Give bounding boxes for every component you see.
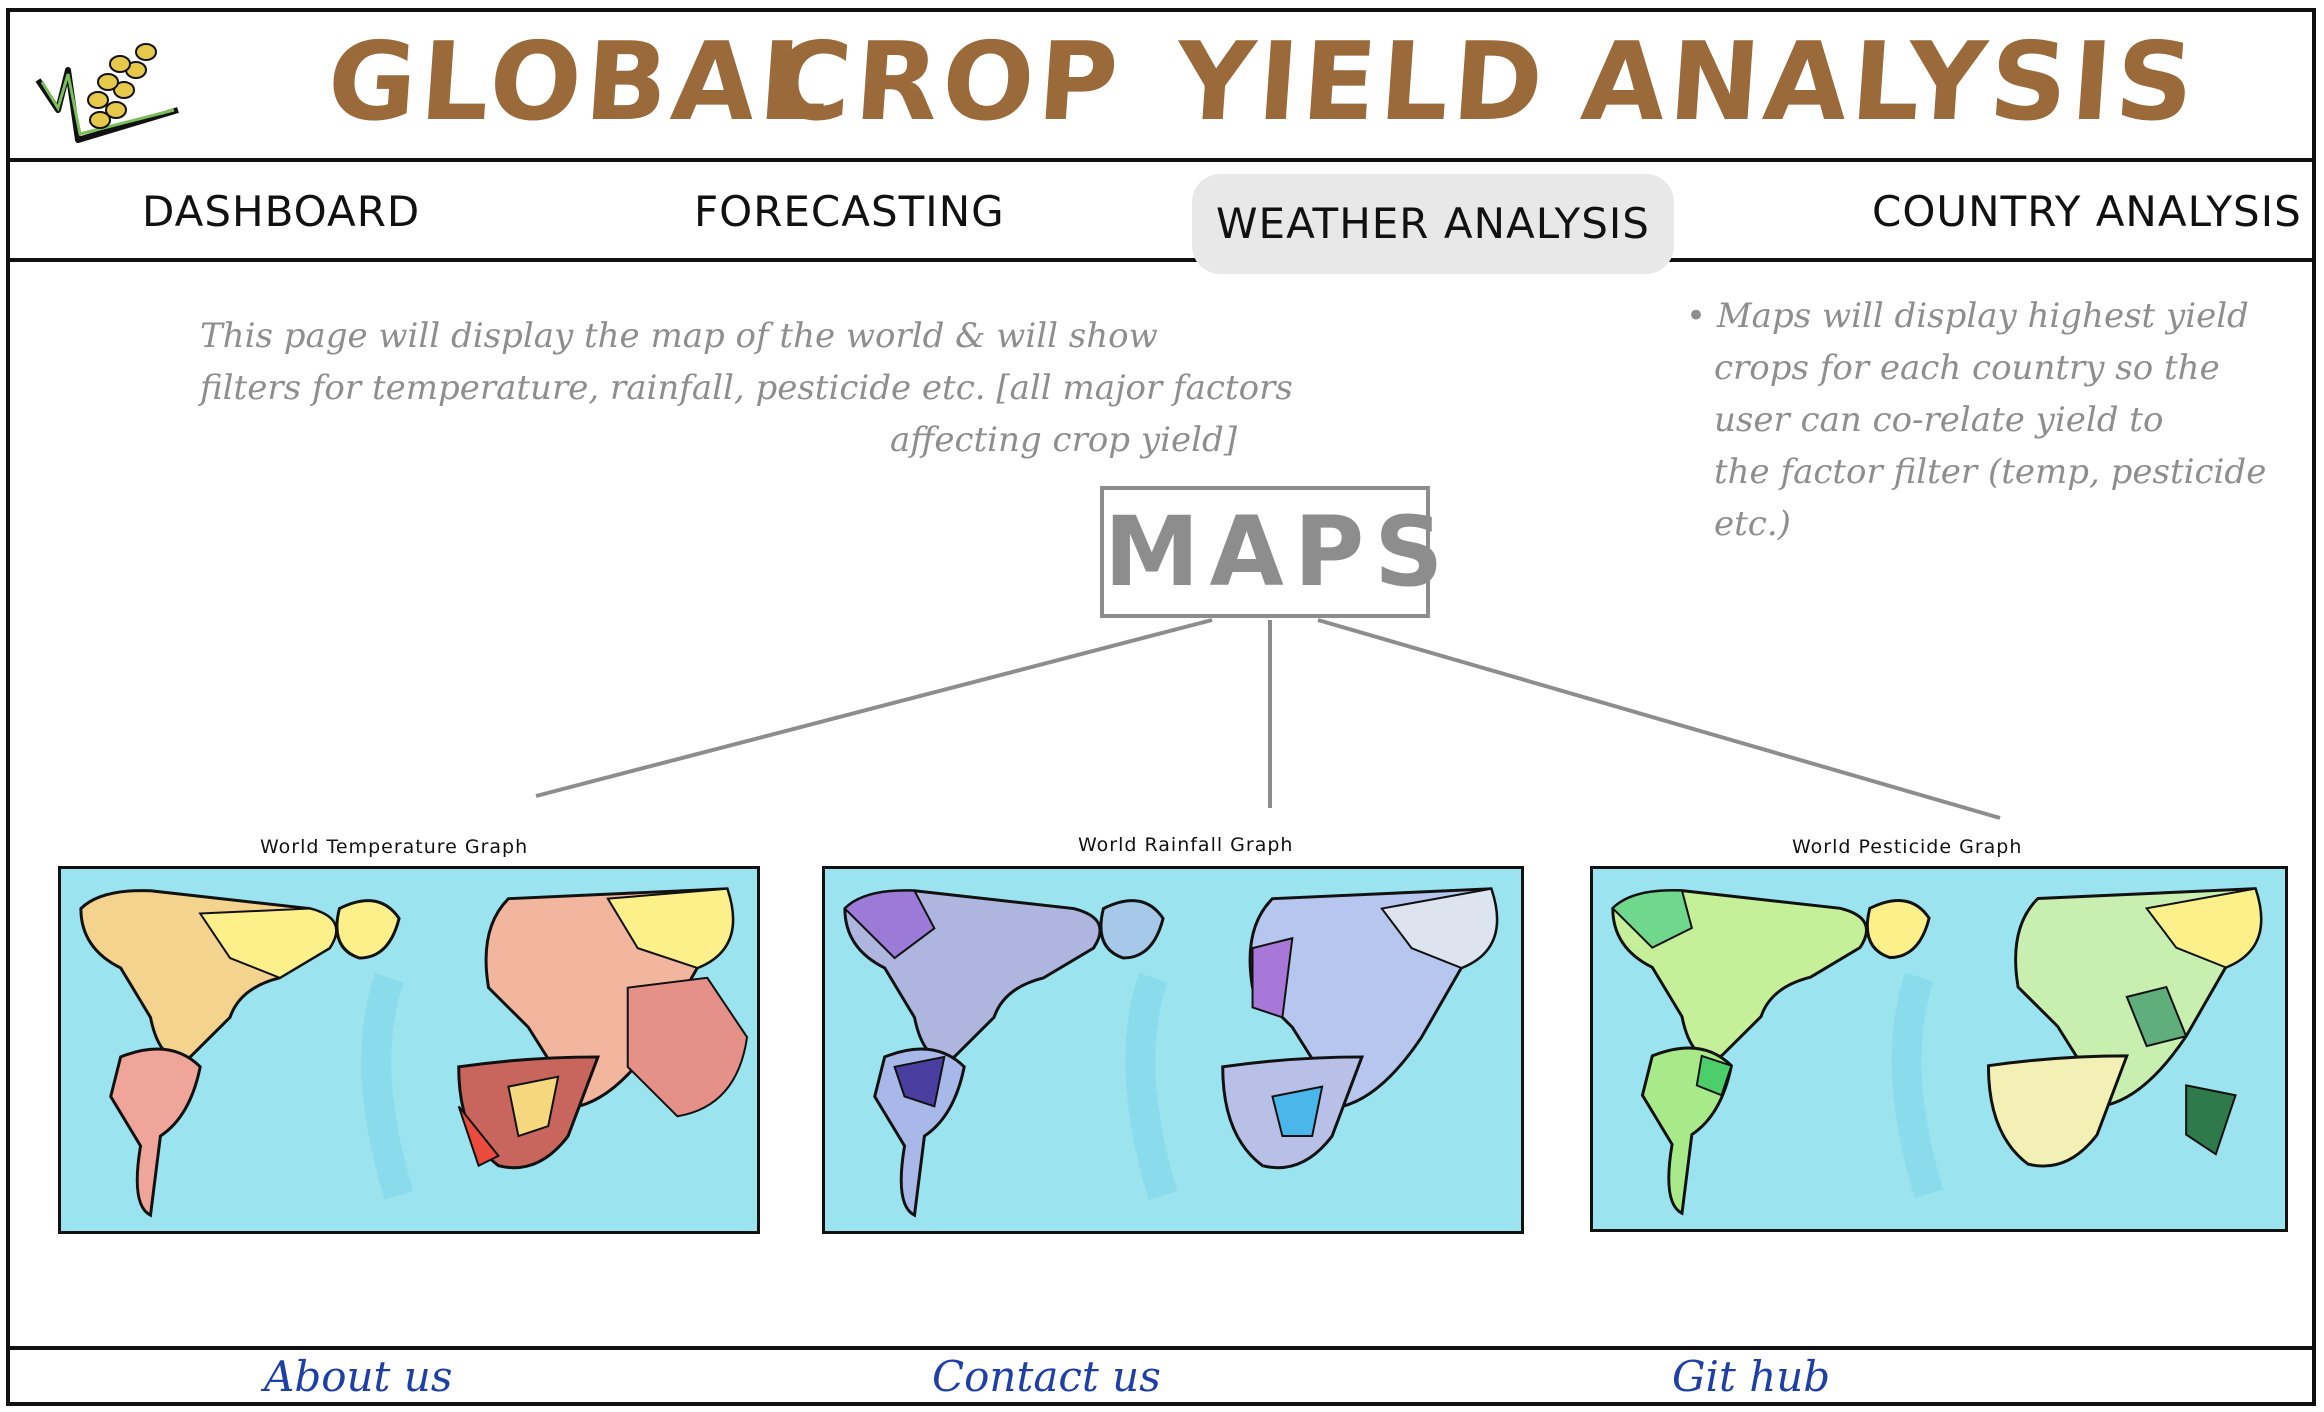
footer-about-us-link[interactable]: About us <box>264 1352 453 1401</box>
right-note-line-1: • Maps will display highest yield <box>1686 296 2249 336</box>
title-word-crop: CROP <box>767 20 1126 145</box>
footer-contact-us-link[interactable]: Contact us <box>932 1352 1161 1401</box>
right-note-line-2: crops for each country so the <box>1714 348 2220 388</box>
title-word-global: GLOBAL <box>323 20 837 145</box>
nav-country-analysis[interactable]: Country Analysis <box>1872 187 2302 236</box>
left-note-line-3: affecting crop yield] <box>890 420 1237 460</box>
left-note: This page will display the map of the wo… <box>200 310 1293 466</box>
right-note-line-3: user can co-relate yield to <box>1714 400 2164 440</box>
nav-dashboard[interactable]: Dashboard <box>142 187 421 236</box>
app-footer: About us Contact us Git hub <box>6 1346 2316 1406</box>
world-temperature-map[interactable] <box>58 866 760 1234</box>
nav-weather-analysis[interactable]: Weather Analysis <box>1192 174 1674 274</box>
nav-forecasting[interactable]: Forecasting <box>694 187 1005 236</box>
crop-yield-logo-icon[interactable] <box>28 30 188 150</box>
world-rainfall-map[interactable] <box>822 866 1524 1234</box>
title-word-yield: YIELD <box>1171 20 1552 145</box>
footer-github-link[interactable]: Git hub <box>1672 1352 1831 1401</box>
left-note-line-2: filters for temperature, rainfall, pesti… <box>200 368 1293 408</box>
left-note-line-1: This page will display the map of the wo… <box>200 316 1158 356</box>
right-note-line-4: the factor filter (temp, pesticide etc.) <box>1714 452 2267 544</box>
map-title-pesticide: World Pesticide Graph <box>1792 836 2023 858</box>
world-pesticide-map[interactable] <box>1590 866 2288 1232</box>
title-word-analysis: ANALYSIS <box>1577 20 2202 145</box>
page-frame <box>6 8 2316 1406</box>
maps-heading-box: MAPS <box>1100 486 1443 618</box>
main-nav: Dashboard Forecasting Weather Analysis C… <box>6 162 2316 274</box>
map-title-temperature: World Temperature Graph <box>260 836 529 858</box>
app-header: GLOBAL CROP YIELD ANALYSIS <box>6 8 2316 162</box>
right-note: • Maps will display highest yield crops … <box>1686 290 2324 550</box>
map-title-rainfall: World Rainfall Graph <box>1078 834 1294 856</box>
